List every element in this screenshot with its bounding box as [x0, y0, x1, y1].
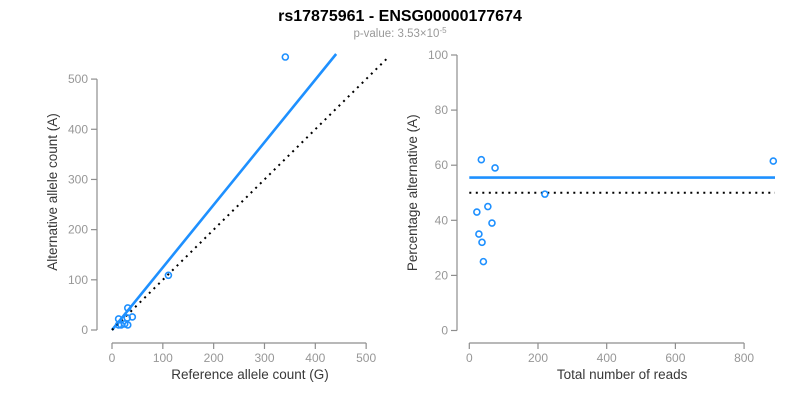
- data-point: [164, 271, 173, 280]
- x-axis-tick-label: 400: [305, 351, 325, 365]
- y-axis-tick-label: 100: [68, 273, 88, 287]
- y-axis-tick-label: 40: [435, 213, 449, 227]
- x-axis-label: Reference allele count (G): [171, 367, 329, 382]
- y-axis-tick-label: 0: [441, 324, 448, 338]
- data-point: [473, 208, 481, 216]
- x-axis-tick-label: 600: [665, 351, 685, 365]
- figure-subtitle: p-value: 3.53×10-5: [353, 26, 447, 41]
- data-point: [488, 219, 496, 227]
- y-axis-tick-label: 200: [68, 223, 88, 237]
- y-axis-tick-label: 80: [435, 103, 449, 117]
- data-point: [769, 157, 778, 165]
- y-axis-tick-label: 500: [68, 72, 88, 86]
- data-point: [128, 313, 137, 321]
- x-axis-tick-label: 200: [204, 351, 224, 365]
- x-axis-tick-label: 300: [254, 351, 274, 365]
- y-axis-tick-label: 0: [81, 323, 88, 337]
- y-axis-label: Alternative allele count (A): [45, 113, 60, 271]
- x-axis-tick-label: 100: [153, 351, 173, 365]
- x-axis-tick-label: 400: [597, 351, 617, 365]
- data-point: [491, 164, 499, 172]
- data-point: [477, 155, 486, 164]
- percentage-vs-reads-plot: 0 200 400 600 800 0 20 40 60 80 100 Total number of…: [405, 48, 778, 382]
- x-axis-tick-label: 500: [356, 351, 376, 365]
- y-axis-tick-label: 20: [435, 268, 449, 282]
- y-axis-tick-label: 60: [435, 158, 449, 172]
- x-axis-tick-label: 0: [109, 351, 116, 365]
- y-axis-tick-label: 100: [428, 48, 448, 62]
- y-axis-label: Percentage alternative (A): [405, 114, 420, 271]
- data-point: [123, 304, 132, 312]
- identity-line: [111, 56, 389, 331]
- fitted-ratio-line: [110, 53, 338, 331]
- data-point: [123, 321, 132, 329]
- data-point: [475, 230, 483, 238]
- x-axis-tick-label: 0: [466, 351, 473, 365]
- allele-counts-plot: 0 100 200 300 400 500 0 100 200 300 400 500 Referenc…: [45, 53, 389, 382]
- y-axis-tick-label: 300: [68, 172, 88, 186]
- data-point: [479, 257, 488, 266]
- data-point: [541, 190, 549, 198]
- x-axis-tick-label: 200: [528, 351, 548, 365]
- data-point: [478, 238, 486, 247]
- data-point: [484, 202, 492, 211]
- x-axis-tick-label: 800: [734, 351, 754, 365]
- y-axis-tick-label: 400: [68, 122, 88, 136]
- x-axis-label: Total number of reads: [557, 367, 688, 382]
- figure-title: rs17875961 - ENSG00000177674: [278, 8, 522, 25]
- data-point: [281, 53, 290, 61]
